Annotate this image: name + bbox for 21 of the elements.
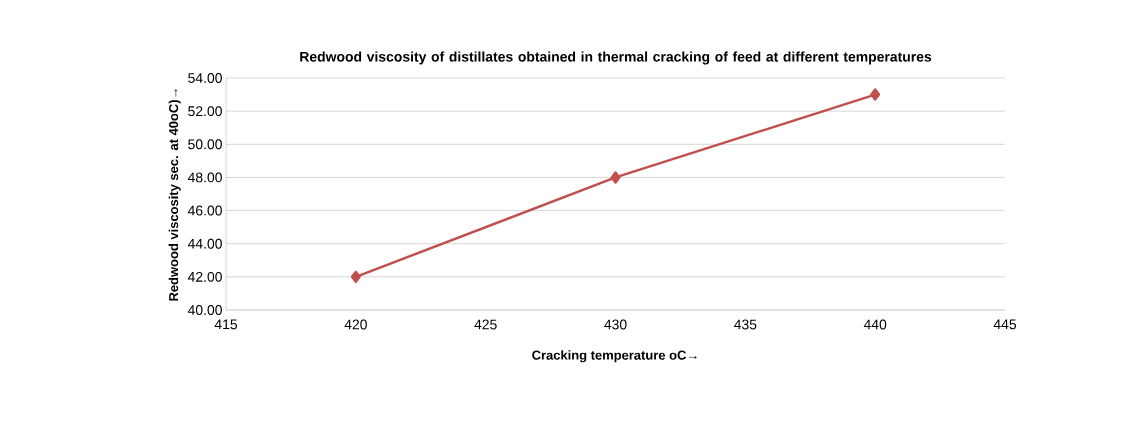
point [870, 88, 881, 101]
y-axis-title: Redwood viscosity sec. at 40oC)→ [168, 89, 181, 301]
y-tick-label: 46.00 [187, 205, 222, 216]
y-tick-label: 50.00 [188, 139, 222, 150]
x-tick-label: 440 [863, 319, 887, 330]
x-tick-label: 430 [604, 319, 627, 330]
y-tick-label: 52.00 [188, 106, 222, 117]
x-tick-label: 425 [474, 319, 497, 330]
y-tick-label: 48.00 [187, 172, 222, 183]
chart-title: Redwood viscosity of distillates obtained in thermal cracking of feed at different temperatures [300, 51, 932, 65]
y-tick-label: 44.00 [187, 238, 222, 249]
point [350, 270, 361, 284]
y-tick-label: 42.00 [187, 271, 222, 282]
x-tick-label: 445 [993, 319, 1017, 330]
y-tick-label: 54.00 [188, 73, 222, 83]
x-tick-label: 435 [734, 319, 757, 330]
point [610, 171, 621, 184]
x-tick-label: 420 [344, 319, 367, 330]
x-tick-label: 415 [214, 319, 238, 330]
x-axis-title: Cracking temperature oC→ [532, 350, 697, 363]
y-tick-label: 40.00 [187, 305, 222, 315]
